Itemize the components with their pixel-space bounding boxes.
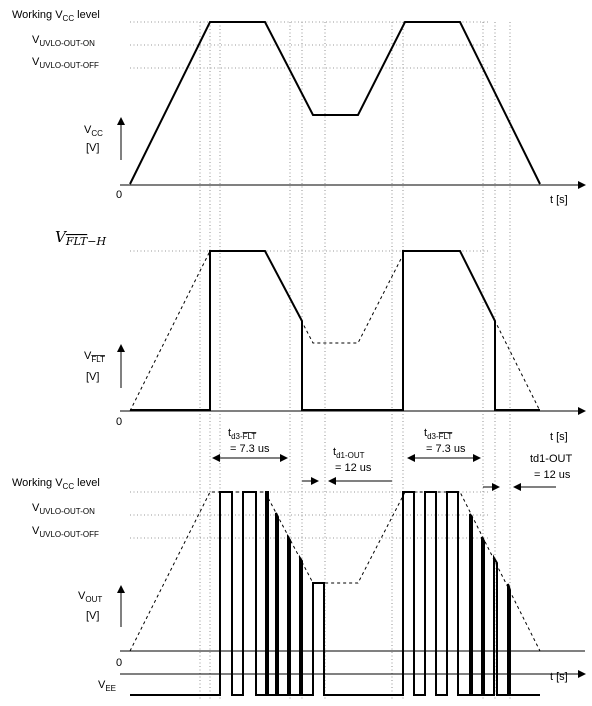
- top-ylabel: VCC: [84, 124, 103, 138]
- td1-2-value: = 12 us: [534, 469, 571, 481]
- timing-annotations: td3-FLT = 7.3 us td1-OUT = 12 us td3-FLT…: [212, 427, 572, 491]
- bot-vuvlo-off-label: VUVLO-OUT-OFF: [32, 525, 99, 539]
- top-xlabel: t [s]: [550, 194, 568, 206]
- mid-ylabel-unit: [V]: [86, 371, 99, 383]
- vee-label: VEE: [98, 679, 116, 693]
- bottom-horizontal-guides: [130, 491, 490, 539]
- mid-ylabel: VFLT: [84, 350, 105, 364]
- td3-1-label: td3-FLT: [228, 427, 256, 441]
- top-origin: 0: [116, 189, 122, 201]
- middle-panel: VFLT−H VFLT [V] 0 t [s]: [55, 228, 586, 443]
- top-panel: Working VCC level VUVLO-OUT-ON VUVLO-OUT…: [12, 9, 586, 206]
- td1-1-value: = 12 us: [335, 462, 372, 474]
- vcc-waveform: [129, 21, 541, 185]
- td3-1-value: = 7.3 us: [230, 443, 270, 455]
- vertical-guides: [199, 22, 511, 700]
- td1-2-label: td1-OUT: [530, 453, 572, 465]
- top-vuvlo-on-label: VUVLO-OUT-ON: [32, 34, 95, 48]
- mid-origin: 0: [116, 416, 122, 428]
- mid-vcc-reference: [129, 250, 541, 412]
- bot-ylabel: VOUT: [78, 590, 102, 604]
- td1-1-label: td1-OUT: [333, 446, 365, 460]
- bot-working-vcc-label: Working VCC level: [12, 477, 100, 491]
- td3-2-label: td3-FLT: [424, 427, 452, 441]
- top-ylabel-unit: [V]: [86, 142, 99, 154]
- bot-ylabel-unit: [V]: [86, 610, 99, 622]
- bot-origin: 0: [116, 657, 122, 669]
- bot-vcc-reference: [129, 491, 541, 652]
- vout-waveform: [130, 491, 540, 696]
- vflt-waveform: [130, 250, 540, 411]
- bottom-panel: Working VCC level VUVLO-OUT-ON VUVLO-OUT…: [12, 477, 586, 696]
- bot-vuvlo-on-label: VUVLO-OUT-ON: [32, 502, 95, 516]
- top-working-vcc-label: Working VCC level: [12, 9, 100, 23]
- td3-2-value: = 7.3 us: [426, 443, 466, 455]
- vflt-h-label: VFLT−H: [55, 228, 106, 248]
- top-horizontal-guides: [130, 21, 490, 69]
- mid-xlabel: t [s]: [550, 431, 568, 443]
- bot-xlabel: t [s]: [550, 671, 568, 683]
- top-vuvlo-off-label: VUVLO-OUT-OFF: [32, 56, 99, 70]
